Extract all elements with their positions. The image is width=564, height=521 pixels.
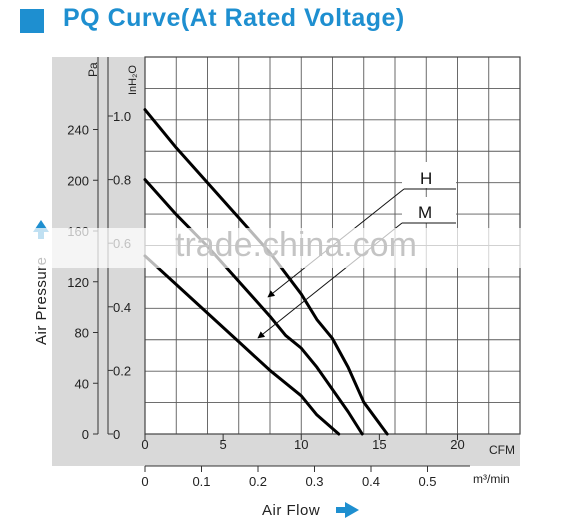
watermark-text: trade.china.com — [175, 226, 417, 264]
curve-h — [143, 108, 389, 436]
cfm-unit-label: CFM — [489, 443, 515, 457]
pa-tick-label: 40 — [75, 376, 89, 391]
pa-tick-label: 240 — [67, 123, 89, 138]
legend-box-m — [402, 197, 456, 223]
bottom-axis-panel — [52, 434, 520, 466]
pa-tick-label: 0 — [82, 427, 89, 442]
m3-tick-label: 0.5 — [418, 474, 436, 489]
pa-tick-label: 120 — [67, 275, 89, 290]
cfm-tick-label: 15 — [372, 437, 386, 452]
inh2o-tick-label: 0.4 — [113, 300, 131, 315]
m3-tick-label: 0.3 — [305, 474, 323, 489]
m3-tick-label: 0.2 — [249, 474, 267, 489]
pa-unit-label: Pa — [86, 62, 100, 77]
inh2o-tick-label: 0.2 — [113, 363, 131, 378]
x-axis-title: Air Flow — [262, 502, 320, 519]
watermark-band — [0, 228, 564, 268]
inh2o-tick-label: 0.8 — [113, 173, 131, 188]
legend-box-h — [402, 162, 456, 188]
m3-tick-label: 0.4 — [362, 474, 380, 489]
pa-tick-label: 80 — [75, 326, 89, 341]
cfm-tick-label: 20 — [450, 437, 464, 452]
cfm-tick-label: 0 — [141, 437, 148, 452]
m3-tick-label: 0 — [141, 474, 148, 489]
curve-low — [143, 254, 341, 436]
inh2o-tick-label: 1.0 — [113, 109, 131, 124]
x-axis-arrow-icon — [345, 502, 359, 518]
chart-title: PQ Curve(At Rated Voltage) — [63, 4, 405, 32]
title-square-icon — [20, 9, 44, 33]
inh2o-tick-label: 0 — [113, 427, 120, 442]
m3-tick-label: 0.1 — [192, 474, 210, 489]
legend-label-h: H — [420, 169, 432, 188]
pa-tick-label: 200 — [67, 173, 89, 188]
x-axis-arrow-stem — [336, 507, 346, 513]
cfm-tick-label: 10 — [294, 437, 308, 452]
inh2o-unit-label: InH₂O — [127, 65, 139, 95]
m3-unit-label: m³/min — [473, 472, 510, 486]
legend-label-m: M — [418, 203, 432, 222]
cfm-tick-label: 5 — [220, 437, 227, 452]
y-axis-title: Air Pressure — [33, 256, 50, 345]
